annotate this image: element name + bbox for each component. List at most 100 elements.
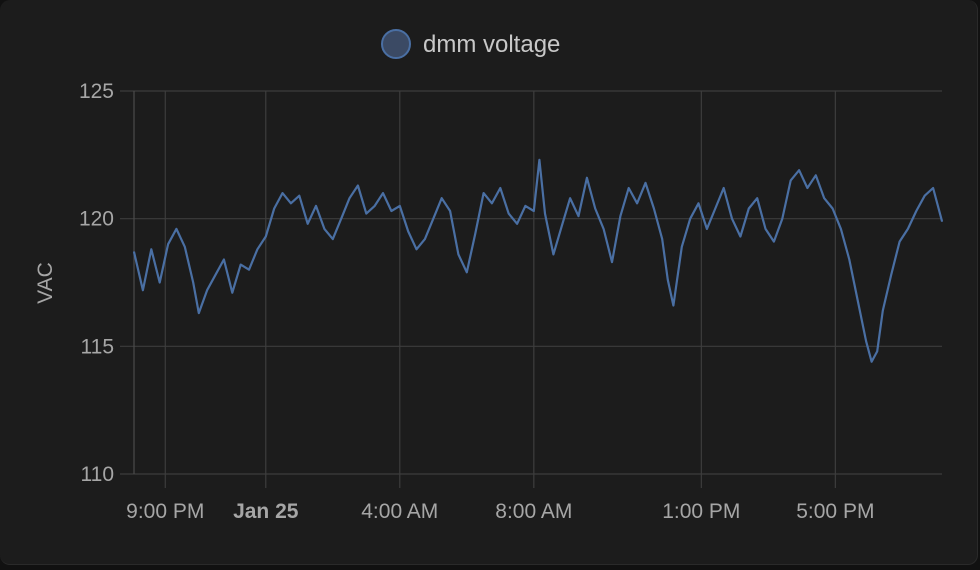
- data-point: [184, 246, 186, 248]
- data-point: [697, 202, 700, 205]
- data-point: [856, 299, 859, 302]
- data-point: [644, 182, 647, 184]
- data-point: [298, 194, 301, 197]
- x-tick-label-3: 8:00 AM: [495, 500, 572, 523]
- data-point: [619, 215, 622, 217]
- data-point: [789, 179, 792, 182]
- data-point: [390, 210, 393, 212]
- data-point: [365, 212, 368, 215]
- data-point: [306, 223, 309, 225]
- data-point: [449, 210, 451, 212]
- data-point: [577, 215, 580, 217]
- data-point: [823, 197, 825, 199]
- data-point: [466, 271, 468, 274]
- data-point: [764, 228, 767, 230]
- data-point: [560, 225, 563, 228]
- data-point: [167, 243, 169, 245]
- data-point: [340, 217, 343, 220]
- data-point: [806, 187, 809, 189]
- data-point: [474, 233, 477, 235]
- data-point: [223, 258, 225, 261]
- data-point: [482, 192, 485, 194]
- data-point: [281, 192, 284, 194]
- data-point: [265, 235, 267, 238]
- series-line-0: [132, 158, 944, 363]
- data-point: [756, 197, 758, 199]
- data-point: [256, 248, 259, 251]
- data-point: [714, 207, 717, 210]
- data-point: [491, 202, 493, 205]
- data-point: [907, 228, 909, 230]
- data-point: [373, 205, 376, 207]
- data-point: [932, 187, 934, 189]
- data-point: [198, 312, 200, 314]
- data-point: [516, 223, 518, 225]
- data-point: [689, 217, 691, 220]
- data-point: [586, 177, 588, 179]
- data-point: [524, 205, 527, 207]
- data-point: [544, 212, 546, 215]
- data-point: [748, 207, 750, 210]
- data-point: [440, 197, 443, 199]
- data-point: [882, 309, 884, 312]
- data-point: [133, 251, 135, 253]
- data-point: [876, 350, 878, 353]
- data-point: [667, 279, 669, 281]
- data-point: [848, 258, 851, 261]
- data-point: [594, 207, 596, 210]
- data-point: [798, 169, 800, 171]
- data-point: [552, 253, 555, 256]
- data-point: [214, 274, 217, 276]
- data-point: [533, 210, 535, 212]
- data-point: [538, 159, 541, 161]
- legend-label[interactable]: dmm voltage: [423, 31, 560, 58]
- data-point: [731, 217, 733, 220]
- data-point: [706, 228, 708, 230]
- data-point: [739, 235, 742, 238]
- data-point: [870, 360, 873, 363]
- data-point: [239, 263, 242, 266]
- data-point: [661, 238, 663, 240]
- x-tick-label-1: Jan 25: [233, 500, 299, 523]
- grid-layer: [120, 90, 942, 488]
- data-point: [815, 174, 817, 177]
- axis-layer: 110 115 120 125 9:00 PM Jan 25 4:00 AM 8:00 AM 1…: [79, 80, 875, 523]
- data-point: [290, 202, 292, 205]
- data-point: [424, 238, 426, 240]
- data-point: [840, 228, 842, 230]
- data-point: [192, 281, 194, 284]
- legend[interactable]: dmm voltage: [381, 29, 560, 59]
- data-point: [602, 228, 605, 230]
- data-point: [382, 192, 384, 194]
- data-point: [923, 194, 926, 197]
- data-point: [653, 207, 655, 210]
- y-tick-label-125: 125: [79, 80, 114, 103]
- data-point: [831, 207, 834, 210]
- data-point: [175, 228, 178, 230]
- y-axis-title: VAC: [34, 262, 57, 304]
- data-point: [273, 207, 276, 210]
- data-point: [898, 240, 901, 243]
- data-point: [611, 261, 613, 263]
- data-point: [681, 246, 683, 248]
- data-point: [457, 253, 460, 256]
- series-layer: [132, 158, 944, 363]
- data-point: [915, 210, 918, 212]
- data-point: [231, 291, 234, 294]
- data-point: [499, 187, 502, 189]
- data-point: [672, 304, 675, 307]
- data-point: [399, 205, 401, 207]
- x-tick-label-0: 9:00 PM: [126, 500, 204, 523]
- legend-swatch-icon[interactable]: [381, 29, 411, 59]
- data-point: [890, 274, 892, 276]
- data-point: [150, 248, 153, 251]
- data-point: [407, 230, 410, 233]
- data-point: [636, 202, 638, 205]
- data-point: [142, 289, 144, 292]
- data-point: [773, 240, 775, 243]
- x-tick-label-5: 5:00 PM: [796, 500, 874, 523]
- y-tick-label-120: 120: [79, 208, 114, 231]
- data-point: [323, 228, 326, 230]
